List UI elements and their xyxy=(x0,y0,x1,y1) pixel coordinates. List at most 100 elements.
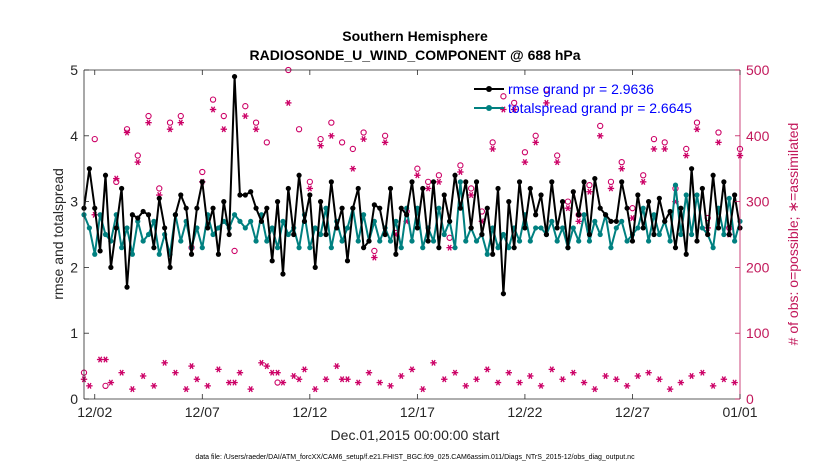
obs-possible-point xyxy=(91,135,98,143)
series-point xyxy=(538,225,544,231)
obs-star-stroke xyxy=(592,386,597,393)
obs-star-stroke xyxy=(237,369,243,376)
obs-assimilated-point xyxy=(634,372,642,380)
error-lines xyxy=(81,73,743,297)
obs-possible-point xyxy=(317,135,324,143)
obs-star-stroke xyxy=(452,369,458,376)
obs-assimilated-point xyxy=(532,139,539,146)
series-point xyxy=(533,225,539,231)
obs-assimilated-point xyxy=(290,372,297,380)
series-point xyxy=(490,251,496,257)
obs-star-stroke xyxy=(302,366,307,373)
series-point xyxy=(538,192,544,198)
legend-spread-marker xyxy=(486,105,492,111)
series-point xyxy=(108,264,114,270)
series-point xyxy=(602,212,609,218)
obs-assimilated-point xyxy=(102,356,109,363)
obs-star-stroke xyxy=(694,126,700,133)
series-point xyxy=(248,218,254,224)
obs-assimilated-point xyxy=(263,363,271,370)
legend: rmse grand pr = 2.9636 totalspread grand… xyxy=(474,81,692,116)
series-point xyxy=(420,245,426,251)
obs-assimilated-point xyxy=(424,185,432,192)
series-point xyxy=(339,205,345,211)
obs-assimilated-point xyxy=(295,376,303,383)
series-point xyxy=(301,218,308,224)
obs-assimilated-point xyxy=(656,376,663,383)
obs-assimilated-point xyxy=(139,372,147,380)
series-point xyxy=(726,231,732,238)
series-point xyxy=(570,225,576,231)
footnote: data file: /Users/raeder/DAI/ATM_forcXX/… xyxy=(195,454,635,461)
series-point xyxy=(124,284,130,290)
series-point xyxy=(371,202,377,208)
series-point xyxy=(559,199,566,205)
series-point xyxy=(732,192,738,198)
series-point xyxy=(387,185,394,192)
obs-star-stroke xyxy=(264,363,269,370)
obs-possible-point xyxy=(597,122,604,130)
obs-star-stroke xyxy=(275,369,280,376)
obs-star-stroke xyxy=(323,376,329,383)
obs-assimilated-point xyxy=(317,142,324,149)
obs-assimilated-point xyxy=(666,386,674,393)
obs-possible-point xyxy=(252,119,260,126)
series-point xyxy=(156,195,162,201)
obs-assimilated-point xyxy=(242,112,249,120)
series-point xyxy=(215,225,222,231)
series-point xyxy=(554,225,560,231)
series-point xyxy=(323,231,329,238)
obs-possible-point xyxy=(618,158,625,166)
series-point xyxy=(119,245,125,251)
y-tick-label-left: 4 xyxy=(70,128,78,144)
series-point xyxy=(511,245,517,251)
obs-assimilated-point xyxy=(381,139,389,146)
series-point xyxy=(533,212,539,218)
series-point xyxy=(699,185,705,192)
obs-assimilated-point xyxy=(591,386,599,393)
series-point xyxy=(210,205,216,211)
series-point xyxy=(377,238,383,244)
series-point xyxy=(694,238,700,244)
obs-star-stroke xyxy=(581,379,587,386)
obs-assimilated-point xyxy=(559,376,566,383)
obs-star-stroke xyxy=(253,126,259,133)
obs-star-stroke xyxy=(194,376,200,383)
obs-star-stroke xyxy=(372,254,377,261)
series-point xyxy=(710,172,716,178)
series-point xyxy=(269,258,275,264)
series-point xyxy=(404,212,410,218)
obs-possible-point xyxy=(683,145,690,153)
obs-star-stroke xyxy=(522,159,528,166)
obs-assimilated-point xyxy=(446,244,453,251)
series-point xyxy=(409,179,415,185)
obs-star-stroke xyxy=(468,191,474,199)
obs-assimilated-point xyxy=(204,382,211,389)
y-tick-label-right: 400 xyxy=(746,128,770,144)
series-point xyxy=(468,225,474,231)
series-point xyxy=(436,205,442,211)
obs-assimilated-point xyxy=(258,359,265,366)
obs-star-stroke xyxy=(447,244,452,251)
obs-star-stroke xyxy=(318,142,323,149)
series-point xyxy=(683,192,689,198)
series-point xyxy=(285,185,291,192)
series-point xyxy=(242,192,248,198)
obs-star-stroke xyxy=(124,129,130,136)
obs-star-stroke xyxy=(603,372,608,380)
series-point xyxy=(86,225,92,231)
series-point xyxy=(215,251,222,257)
series-point xyxy=(92,205,98,211)
series-point xyxy=(656,231,662,238)
series-point xyxy=(441,231,447,238)
series-point xyxy=(102,231,109,238)
series-point xyxy=(317,231,324,238)
series-point xyxy=(377,205,383,211)
series-point xyxy=(344,258,351,264)
obs-star-stroke xyxy=(624,382,630,389)
series-point xyxy=(253,205,259,211)
obs-star-stroke xyxy=(544,99,549,106)
series-point xyxy=(285,231,291,238)
obs-assimilated-point xyxy=(306,185,314,192)
